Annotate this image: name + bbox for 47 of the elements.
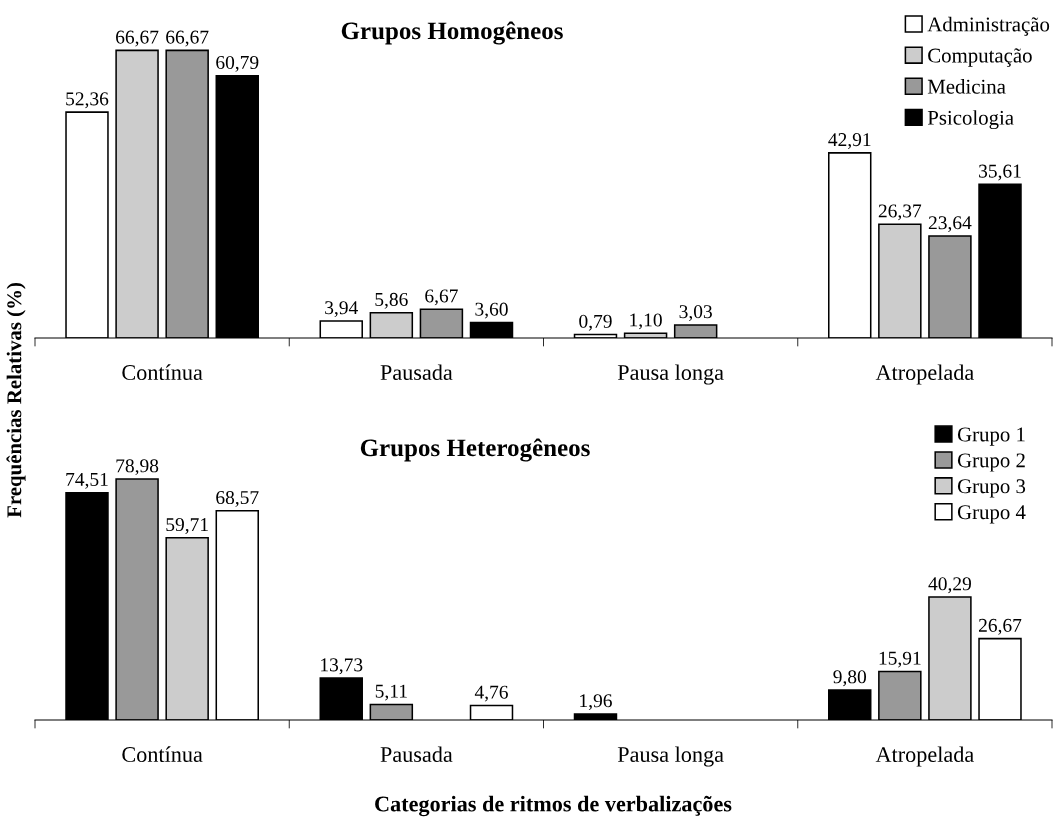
data-label: 3,03: [679, 305, 712, 321]
data-label: 13,73: [321, 658, 363, 675]
legend-label: Administração: [927, 16, 1050, 36]
legend-label: Grupo 2: [957, 453, 1025, 472]
data-label: 52,36: [66, 92, 109, 109]
legend-label: Grupo 3: [957, 479, 1026, 498]
data-label: 3,94: [325, 301, 358, 318]
x-tick-label: Atropelada: [875, 746, 974, 767]
x-tick-label: Pausa longa: [617, 364, 724, 385]
data-label: 74,51: [66, 472, 108, 489]
data-label: 1,96: [580, 694, 612, 711]
data-label: 60,79: [216, 55, 259, 72]
data-label: 5,11: [375, 684, 407, 701]
data-label: 15,91: [879, 651, 921, 668]
data-label: 59,71: [166, 518, 208, 534]
data-label: 68,57: [216, 490, 259, 507]
chart-title: Grupos Heterogêneos: [360, 438, 590, 462]
data-label: 66,67: [116, 30, 159, 47]
data-label: 40,29: [928, 577, 971, 594]
legend-label: Grupo 1: [957, 427, 1025, 446]
data-label: 66,67: [166, 30, 209, 47]
data-label: 0,79: [579, 314, 612, 331]
x-tick-label: Pausa longa: [617, 746, 724, 767]
data-label: 3,60: [475, 302, 508, 319]
data-label: 26,37: [878, 204, 922, 221]
data-label: 26,67: [978, 618, 1022, 635]
x-tick-label: Pausada: [380, 746, 453, 763]
data-label: 23,64: [928, 216, 972, 233]
x-tick-label: Contínua: [122, 746, 203, 763]
y-axis-title: Frequências Relativas (%): [6, 283, 26, 518]
legend-label: Grupo 4: [957, 505, 1026, 524]
data-label: 42,91: [828, 133, 871, 149]
data-label: 5,86: [375, 292, 408, 309]
data-label: 4,76: [474, 685, 508, 702]
data-label: 6,67: [425, 289, 458, 306]
data-label: 1,10: [630, 313, 662, 330]
legend-label: Computação: [928, 48, 1032, 67]
x-axis-title: Categorias de ritmos de verbalizações: [375, 795, 732, 817]
x-tick-label: Pausada: [380, 364, 453, 381]
chart-title: Grupos Homogêneos: [341, 21, 563, 45]
data-label: 9,80: [833, 670, 867, 687]
x-tick-label: Atropelada: [875, 364, 974, 385]
legend-label: Medicina: [927, 79, 1006, 94]
x-tick-label: Contínua: [122, 364, 203, 381]
data-label: 78,98: [116, 459, 159, 476]
data-label: 35,61: [979, 164, 1021, 181]
legend-label: Psicologia: [927, 110, 1014, 130]
